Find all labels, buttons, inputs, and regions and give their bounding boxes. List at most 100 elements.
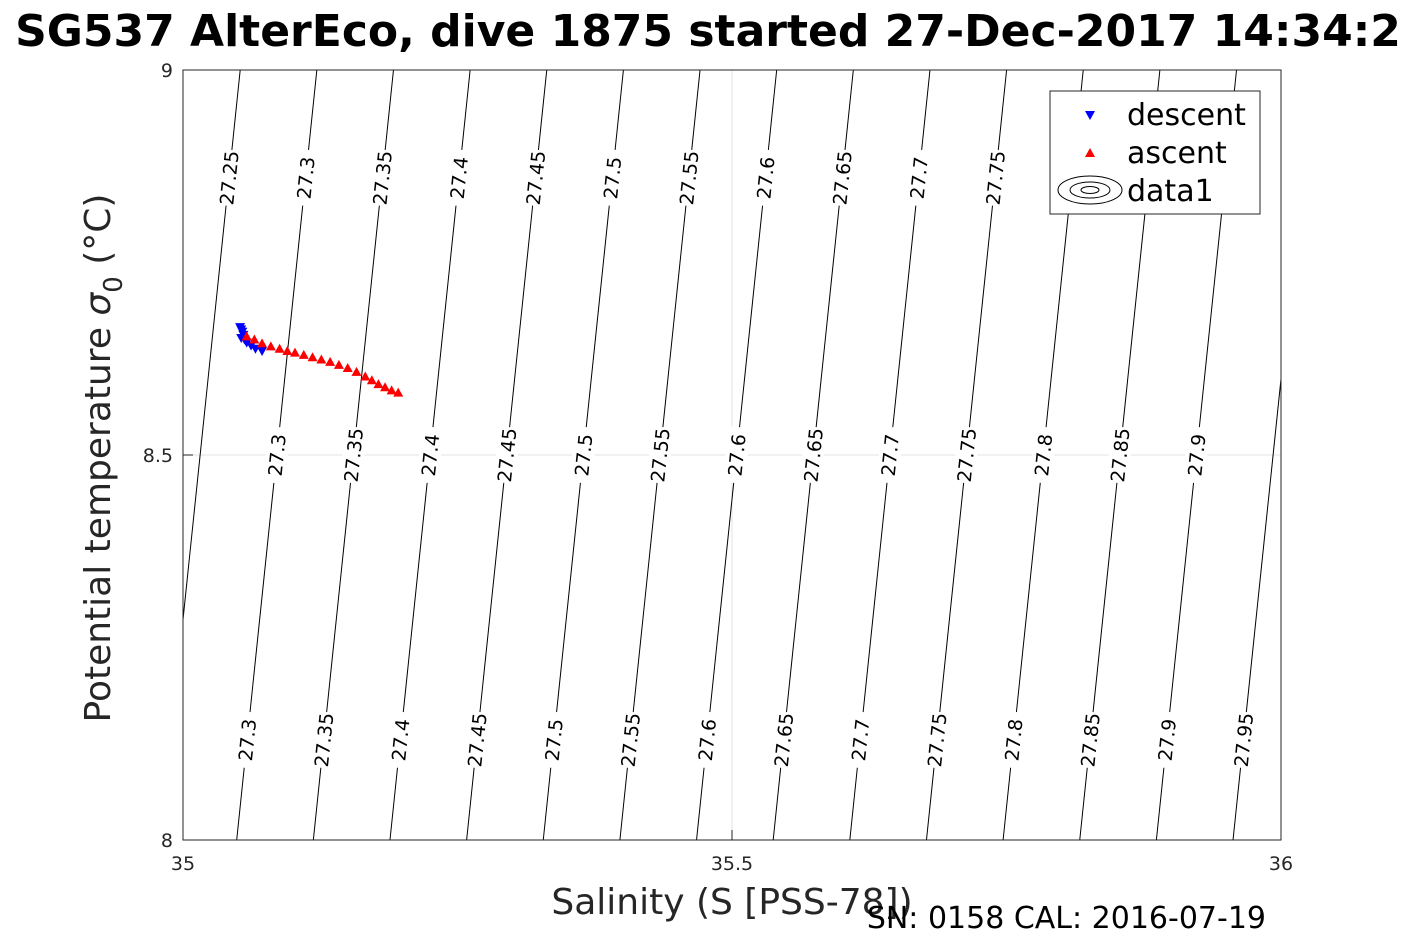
contour-label-background	[722, 426, 751, 484]
contour-label-background	[769, 710, 798, 769]
legend-data1-label: data1	[1127, 174, 1214, 209]
contour-label-background	[1182, 426, 1211, 484]
ascent-marker	[366, 375, 377, 385]
x-tick-label: 35.5	[711, 853, 753, 875]
descent-marker	[241, 338, 252, 348]
contour-label: 27.5	[571, 433, 597, 477]
x-tick-label: 35	[171, 853, 195, 875]
axis-ticks: 35 35.5 36 8 8.5 9	[143, 60, 1293, 875]
y-tick-label: 9	[161, 60, 173, 82]
contour-label-background	[1152, 710, 1181, 769]
contour-label: 27.3	[293, 156, 319, 200]
contour-label: 27.4	[418, 433, 444, 477]
contour-label-background	[291, 148, 320, 207]
contour-label-background	[876, 426, 904, 484]
contour-label: 27.9	[1155, 718, 1181, 762]
contour-label-background	[828, 148, 856, 207]
contour-label-background	[999, 710, 1028, 769]
ascent-marker	[342, 362, 353, 372]
contour-label-background	[904, 148, 933, 207]
legend-contour-marker	[1057, 175, 1123, 205]
ascent-marker	[360, 371, 371, 381]
y-axis-label-symbol: σ	[78, 292, 119, 316]
contour-label-background	[846, 710, 875, 769]
y-axis-label-unit: (°C)	[78, 194, 119, 265]
contour-label: 27.9	[1184, 433, 1210, 477]
ascent-marker	[249, 334, 260, 344]
contour-label-background	[1076, 710, 1104, 769]
ascent-marker	[282, 346, 293, 356]
contour-label: 27.8	[1031, 433, 1057, 477]
ascent-marker	[333, 359, 344, 369]
contour-label-background	[1229, 710, 1258, 769]
contour-label-background	[233, 710, 261, 769]
contour-label: 27.7	[848, 718, 874, 762]
chart-title: SG537 AlterEco, dive 1875 started 27-Dec…	[15, 6, 1401, 57]
contour-label-background	[693, 710, 721, 769]
contour-label-background	[923, 710, 951, 769]
legend-ascent-label: ascent	[1127, 136, 1227, 171]
ascent-marker	[241, 331, 252, 341]
y-axis-label-space-2	[78, 265, 119, 276]
ascent-marker	[274, 343, 285, 353]
y-axis-label: Potential temperature σ0 (°C)	[78, 194, 129, 723]
ascent-marker	[386, 385, 397, 395]
x-tick-label: 36	[1269, 853, 1293, 875]
contour-label-background	[598, 148, 627, 207]
ascent-marker	[257, 338, 268, 348]
contour-label: 27.3	[265, 433, 291, 477]
x-axis-label: Salinity (S [PSS-78])	[551, 882, 912, 923]
contour-label-background	[309, 710, 338, 769]
contour-label: 27.4	[447, 156, 473, 200]
y-axis-label-text: Potential temperature	[78, 327, 119, 722]
contour-label-background	[674, 148, 703, 207]
contour-label-background	[751, 148, 780, 207]
contour-label: 27.8	[1001, 718, 1027, 762]
contour-label-background	[569, 426, 598, 484]
descent-marker	[257, 347, 268, 357]
calibration-footnote: SN: 0158 CAL: 2016-07-19	[867, 901, 1266, 936]
contour-label-background	[1105, 426, 1134, 484]
contour-label-background	[215, 148, 243, 207]
contour-label: 27.7	[878, 433, 904, 477]
ascent-marker	[393, 387, 404, 397]
y-axis-label-subscript: 0	[99, 276, 129, 293]
data-markers	[235, 323, 404, 397]
contour-label-background	[521, 148, 550, 207]
y-tick-label: 8.5	[143, 445, 173, 467]
contour-label-background	[616, 710, 645, 769]
contour-label-background	[416, 426, 444, 484]
ascent-marker	[298, 349, 309, 359]
contour-label: 27.6	[753, 156, 779, 200]
contour-label-background	[539, 710, 568, 769]
contour-label-background	[368, 148, 397, 207]
contour-label-background	[981, 148, 1010, 207]
ascent-marker	[316, 354, 327, 364]
contour-label-background	[1029, 426, 1058, 484]
legend-box	[1049, 90, 1261, 215]
contour-label: 27.6	[695, 718, 721, 762]
descent-marker	[246, 341, 257, 351]
contour-label-background	[799, 426, 828, 484]
contour-label: 27.5	[600, 156, 626, 200]
contour-label-background	[262, 426, 291, 484]
contour-label: 27.3	[235, 718, 261, 762]
contour-label-background	[646, 426, 674, 484]
contour-label: 27.4	[388, 718, 414, 762]
ascent-marker	[265, 341, 276, 351]
legend-descent-marker	[1085, 111, 1095, 120]
legend: descent ascent data1	[1049, 90, 1261, 215]
y-tick-label: 8	[161, 830, 173, 852]
y-axis-label-space	[78, 316, 119, 327]
ascent-marker	[380, 382, 391, 392]
contour-label: 27.5	[542, 718, 568, 762]
contour-label-background	[339, 426, 368, 484]
ascent-marker	[373, 379, 384, 389]
ascent-marker	[307, 352, 318, 362]
contour-label-background	[386, 710, 415, 769]
ascent-marker	[325, 356, 336, 366]
ascent-marker	[351, 366, 362, 376]
contour-label-background	[952, 426, 981, 484]
contour-label-background	[492, 426, 521, 484]
